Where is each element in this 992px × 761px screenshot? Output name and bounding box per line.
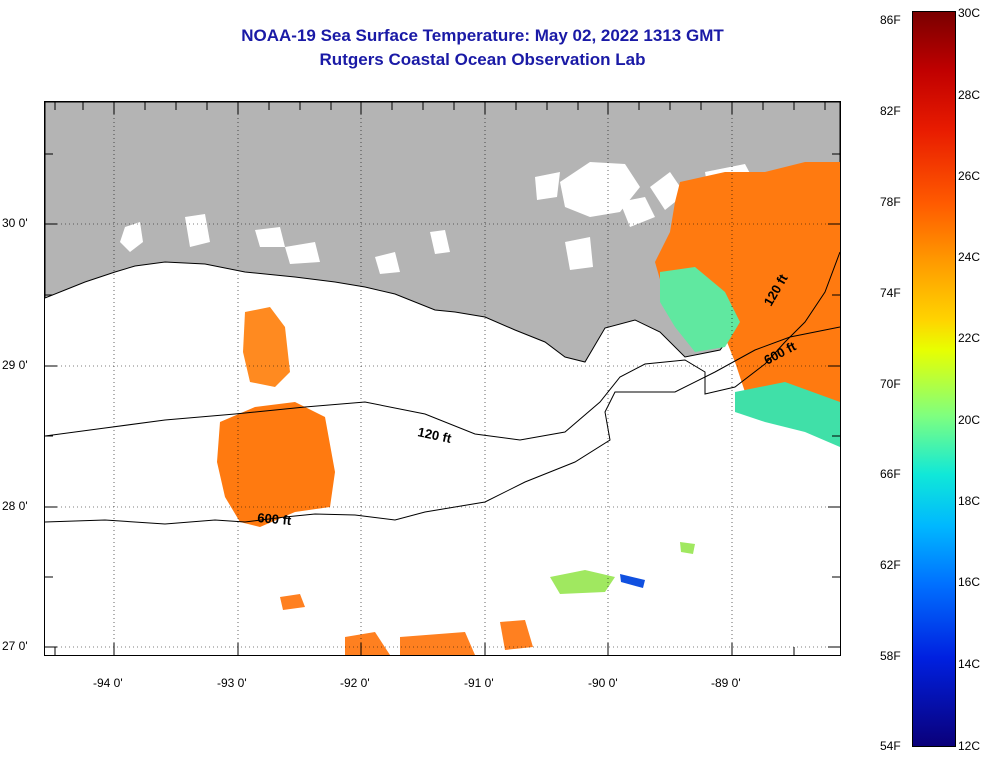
map-canvas: 120 ft 600 ft 120 ft 600 ft [45,102,840,655]
lon-label-89: -89 0' [711,676,741,690]
colorbar-c-14: 14C [958,657,981,671]
lat-label-27: 27 0' [2,639,28,653]
colorbar-f-70: 70F [880,377,901,391]
colorbar-c-22: 22C [958,331,981,345]
contour-label-120ft-west: 120 ft [416,424,453,446]
sst-patch-south [280,594,533,655]
colorbar-f-54: 54F [880,739,901,753]
sst-patch-north [243,307,290,387]
colorbar-c-26: 26C [958,169,981,183]
colorbar-c-30: 30C [958,6,981,20]
colorbar-c-18: 18C [958,494,981,508]
colorbar-c-20: 20C [958,413,981,427]
lon-label-90: -90 0' [588,676,618,690]
sst-map: 120 ft 600 ft 120 ft 600 ft [44,101,841,656]
colorbar-f-62: 62F [880,558,901,572]
contour-120ft-main [45,251,840,441]
colorbar-c-24: 24C [958,250,981,264]
lon-label-93: -93 0' [217,676,247,690]
colorbar [912,11,956,747]
sst-patch-east-cool [660,267,740,352]
lat-label-28: 28 0' [2,499,28,513]
colorbar-f-86: 86F [880,13,901,27]
sst-patch-south-cool [550,542,695,594]
colorbar-f-78: 78F [880,195,901,209]
lon-label-94: -94 0' [93,676,123,690]
colorbar-c-28: 28C [958,88,981,102]
sst-patch-central [217,402,335,527]
contour-label-600ft-west: 600 ft [257,510,293,528]
lon-label-91: -91 0' [464,676,494,690]
sst-patch-blue [620,574,645,588]
lat-label-29: 29 0' [2,358,28,372]
contour-600ft-main [45,326,840,525]
lat-label-30: 30 0' [2,216,28,230]
axis-ticks [45,102,840,655]
colorbar-f-58: 58F [880,649,901,663]
map-title: NOAA-19 Sea Surface Temperature: May 02,… [241,26,724,45]
colorbar-f-66: 66F [880,467,901,481]
colorbar-c-12: 12C [958,739,981,753]
graticule [45,102,840,655]
map-subtitle: Rutgers Coastal Ocean Observation Lab [319,50,646,69]
colorbar-c-16: 16C [958,575,981,589]
lon-label-92: -92 0' [340,676,370,690]
colorbar-f-74: 74F [880,286,901,300]
sst-patch-east [655,162,840,432]
sst-patch-se [735,382,840,447]
colorbar-f-82: 82F [880,104,901,118]
